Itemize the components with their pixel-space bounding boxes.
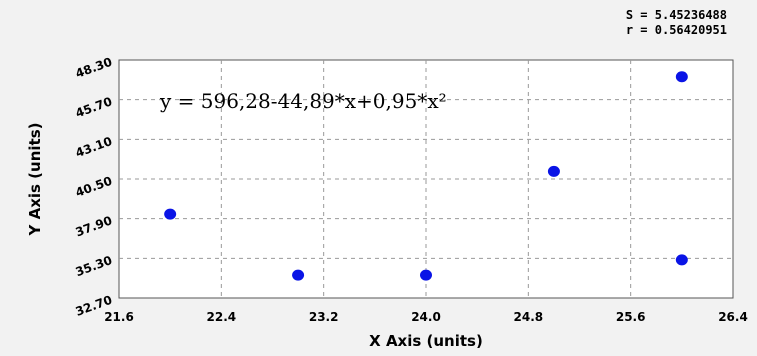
fit-equation: y = 596,28-44,89*x+0,95*x² bbox=[159, 89, 447, 113]
data-points bbox=[164, 71, 688, 281]
data-point bbox=[675, 71, 688, 83]
data-point bbox=[292, 269, 305, 281]
x-axis-title: X Axis (units) bbox=[369, 332, 483, 350]
grid bbox=[119, 60, 733, 298]
y-axis-title: Y Axis (units) bbox=[26, 123, 44, 237]
data-point bbox=[420, 269, 432, 281]
fit-statistics: S = 5.45236488 r = 0.56420951 bbox=[626, 8, 727, 38]
y-tick-label: 48.30 bbox=[74, 55, 114, 81]
x-tick-label: 23.2 bbox=[309, 310, 339, 324]
y-tick-label: 45.70 bbox=[74, 94, 114, 120]
x-tick-label: 22.4 bbox=[207, 310, 237, 324]
y-tick-label: 35.30 bbox=[74, 253, 114, 279]
y-tick-label: 40.50 bbox=[74, 174, 114, 200]
data-point bbox=[164, 208, 177, 220]
x-tick-label: 24.8 bbox=[514, 310, 544, 324]
x-tick-label: 26.4 bbox=[718, 310, 748, 324]
y-tick-label: 37.90 bbox=[74, 213, 114, 239]
x-tick-label: 21.6 bbox=[104, 310, 134, 324]
data-point bbox=[675, 254, 688, 266]
x-tick-label: 25.6 bbox=[616, 310, 646, 324]
data-point bbox=[547, 165, 560, 177]
stat-r: r = 0.56420951 bbox=[625, 23, 727, 37]
x-tick-label: 24.0 bbox=[411, 310, 441, 324]
y-tick-label: 43.10 bbox=[74, 134, 114, 160]
stat-s: S = 5.45236488 bbox=[625, 8, 727, 22]
